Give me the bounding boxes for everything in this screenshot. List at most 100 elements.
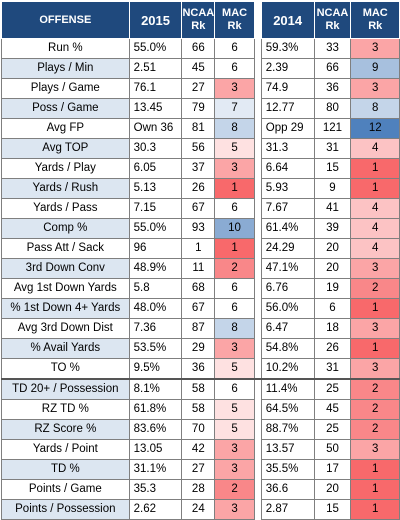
table-row: Points / Possession 2.62 24 3 2.87 15 1: [1, 499, 400, 520]
mac-rank-2015: 7: [214, 98, 255, 119]
mac-rank-2014: 3: [350, 318, 400, 339]
column-gap: [253, 218, 262, 239]
ncaa-rank-2014: 15: [313, 499, 352, 520]
mac-rank-2015: 10: [214, 218, 255, 239]
value-2015: 31.1%: [128, 459, 183, 480]
ncaa-rank-2015: 67: [181, 298, 216, 319]
table-row: Points / Game 35.3 28 2 36.6 20 1: [1, 479, 400, 500]
column-gap: [253, 258, 262, 279]
stat-label: Yards / Play: [1, 158, 130, 179]
ncaa-rank-2015: 68: [181, 278, 216, 299]
column-gap: [253, 318, 262, 339]
mac-rank-2015: 3: [214, 338, 255, 359]
table-row: Yards / Pass 7.15 67 6 7.67 41 4: [1, 198, 400, 219]
mac-rank-2014: 3: [350, 78, 400, 99]
stat-label: Pass Att / Sack: [1, 238, 130, 259]
mac-rank-2015: 3: [214, 78, 255, 99]
column-gap: [253, 118, 262, 139]
stat-label: Points / Game: [1, 479, 130, 500]
mac-rank-2015: 8: [214, 118, 255, 139]
mac-rank-2015: 6: [214, 38, 255, 59]
stat-label: RZ Score %: [1, 419, 130, 440]
ncaa-rank-2015-header: NCAA Rk: [181, 1, 216, 39]
mac-rank-2014: 3: [350, 38, 400, 59]
table-row: Avg 3rd Down Dist 7.36 87 8 6.47 18 3: [1, 318, 400, 339]
stats-body: Run % 55.0% 66 6 59.3% 33 3 Plays / Min 2.51 45 6 2…: [1, 38, 400, 520]
table-row: TD 20+ / Possession 8.1% 58 6 11.4% 25 2: [1, 378, 400, 400]
value-2014: 36.6: [260, 479, 315, 500]
value-2015: 5.8: [128, 278, 183, 299]
mac-rank-2014: 12: [350, 118, 400, 139]
ncaa-rank-2015: 11: [181, 258, 216, 279]
stat-label: Run %: [1, 38, 130, 59]
ncaa-rank-2014: 15: [313, 158, 352, 179]
table-row: Plays / Min 2.51 45 6 2.39 66 9: [1, 58, 400, 79]
ncaa-label: NCAA: [316, 7, 349, 19]
table-row: Avg TOP 30.3 56 5 31.3 31 4: [1, 138, 400, 159]
ncaa-rank-2015: 29: [181, 338, 216, 359]
table-row: TO % 9.5% 36 5 10.2% 31 3: [1, 358, 400, 380]
mac-rank-2014: 2: [350, 399, 400, 420]
value-2015: 13.05: [128, 439, 183, 460]
mac-rank-2015: 1: [214, 238, 255, 259]
stat-label: Plays / Game: [1, 78, 130, 99]
value-2015: 5.13: [128, 178, 183, 199]
stat-label: Avg 3rd Down Dist: [1, 318, 130, 339]
column-gap: [253, 459, 262, 480]
value-2014: 7.67: [260, 198, 315, 219]
mac-rank-2014: 4: [350, 138, 400, 159]
mac-rank-2014: 8: [350, 98, 400, 119]
ncaa-rank-2014: 36: [313, 78, 352, 99]
ncaa-rank-2015: 24: [181, 499, 216, 520]
ncaa-rank-2015: 70: [181, 419, 216, 440]
column-gap: [253, 278, 262, 299]
value-2014: 88.7%: [260, 419, 315, 440]
ncaa-rank-2014: 18: [313, 318, 352, 339]
value-2014: 11.4%: [260, 378, 315, 400]
ncaa-rank-2015: 93: [181, 218, 216, 239]
value-2014: 31.3: [260, 138, 315, 159]
value-2015: 13.45: [128, 98, 183, 119]
year-2014-header: 2014: [260, 1, 315, 39]
mac-rank-2015: 3: [214, 158, 255, 179]
value-2015: 6.05: [128, 158, 183, 179]
ncaa-rank-2015: 26: [181, 178, 216, 199]
column-gap: [253, 499, 262, 520]
mac-rank-2014: 4: [350, 238, 400, 259]
mac-rank-2015: 6: [214, 298, 255, 319]
ncaa-rank-2014: 9: [313, 178, 352, 199]
header-row: OFFENSE 2015 NCAA Rk MAC Rk 2014 NCAA Rk…: [1, 1, 400, 39]
table-row: % 1st Down 4+ Yards 48.0% 67 6 56.0% 6 1: [1, 298, 400, 319]
stat-label: Avg TOP: [1, 138, 130, 159]
mac-rank-2015: 8: [214, 318, 255, 339]
value-2014: 5.93: [260, 178, 315, 199]
column-gap: [253, 58, 262, 79]
value-2014: 54.8%: [260, 338, 315, 359]
value-2014: 10.2%: [260, 358, 315, 380]
column-gap: [253, 338, 262, 359]
table-row: Plays / Game 76.1 27 3 74.9 36 3: [1, 78, 400, 99]
mac-rank-2015: 6: [214, 198, 255, 219]
rk-label: Rk: [325, 20, 340, 32]
value-2015: 55.0%: [128, 38, 183, 59]
column-gap: [253, 399, 262, 420]
stat-label: Yards / Point: [1, 439, 130, 460]
mac-rank-2015: 2: [214, 258, 255, 279]
ncaa-rank-2015: 42: [181, 439, 216, 460]
ncaa-rank-2014: 20: [313, 479, 352, 500]
ncaa-rank-2015: 79: [181, 98, 216, 119]
value-2014: 35.5%: [260, 459, 315, 480]
value-2015: 9.5%: [128, 358, 183, 380]
column-gap: [253, 178, 262, 199]
ncaa-rank-2015: 66: [181, 38, 216, 59]
stat-label: Comp %: [1, 218, 130, 239]
mac-rank-2015-header: MAC Rk: [214, 1, 255, 39]
offense-header: OFFENSE: [1, 1, 130, 39]
value-2014: 56.0%: [260, 298, 315, 319]
column-gap: [253, 378, 262, 400]
mac-rank-2014: 1: [350, 479, 400, 500]
value-2014: 2.39: [260, 58, 315, 79]
ncaa-rank-2014: 39: [313, 218, 352, 239]
column-gap: [253, 38, 262, 59]
